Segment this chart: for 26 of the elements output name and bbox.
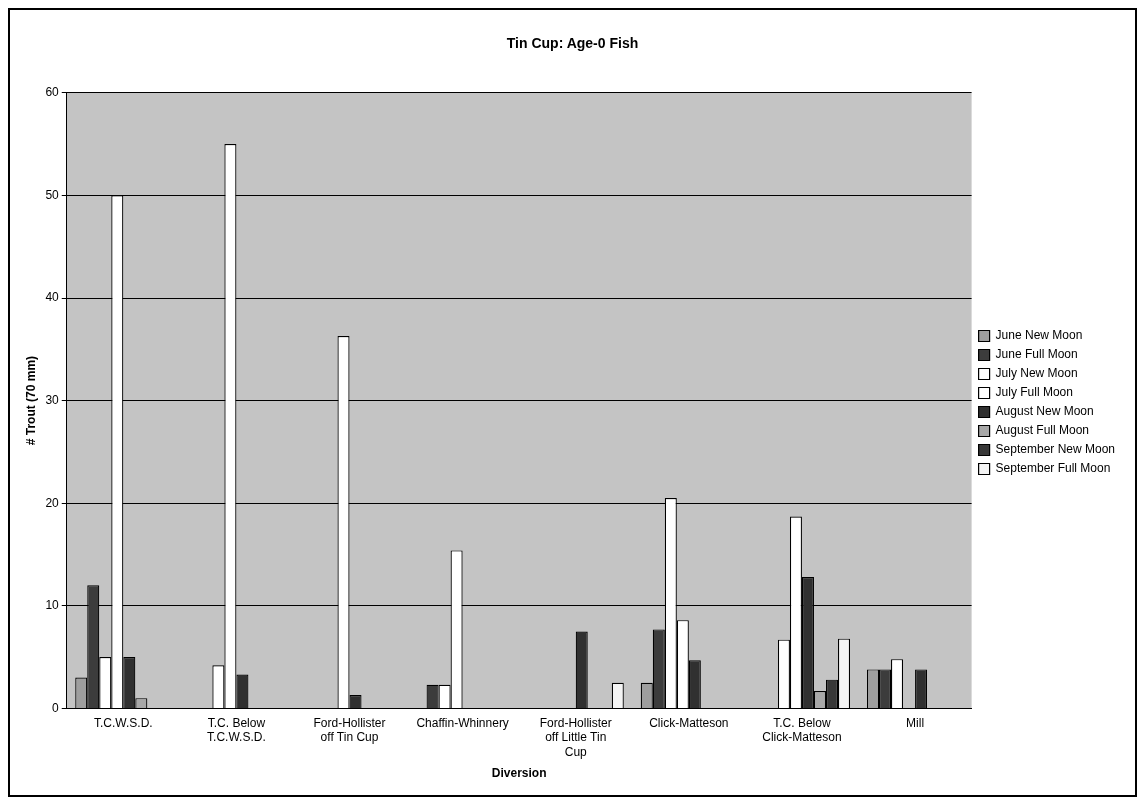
legend-label: July Full Moon — [995, 385, 1073, 400]
legend-label: June New Moon — [995, 328, 1083, 343]
x-tick-label: T.C. Below T.C.W.S.D. — [207, 715, 266, 745]
x-axis-title: Diversion — [491, 766, 547, 781]
y-tick-label: 0 — [52, 700, 60, 715]
y-tick-label: 20 — [45, 495, 60, 510]
x-tick-label: T.C. Below Click-Matteson — [762, 715, 842, 745]
legend-label: August New Moon — [995, 404, 1094, 419]
y-tick-label: 50 — [45, 187, 60, 202]
y-tick-label: 10 — [45, 598, 60, 613]
y-tick-label: 40 — [45, 290, 60, 305]
x-tick-label: Click-Matteson — [649, 715, 729, 730]
y-tick-label: 30 — [45, 392, 60, 407]
legend-label: July New Moon — [995, 366, 1078, 381]
chart-title: Tin Cup: Age-0 Fish — [506, 35, 639, 52]
x-tick-label: Ford-Hollister off Little Tin Cup — [539, 715, 612, 759]
legend-label: September New Moon — [995, 442, 1115, 457]
legend-label: June Full Moon — [995, 347, 1078, 362]
x-tick-label: T.C.W.S.D. — [93, 715, 153, 730]
x-tick-label: Ford-Hollister off Tin Cup — [313, 715, 386, 745]
x-tick-label: Chaffin-Whinnery — [416, 715, 509, 730]
legend-label: August Full Moon — [995, 423, 1089, 438]
y-tick-label: 60 — [45, 85, 60, 100]
x-tick-label: Mill — [906, 715, 925, 730]
y-axis-title: # Trout (70 mm) — [23, 355, 38, 446]
legend-label: September Full Moon — [995, 461, 1111, 476]
